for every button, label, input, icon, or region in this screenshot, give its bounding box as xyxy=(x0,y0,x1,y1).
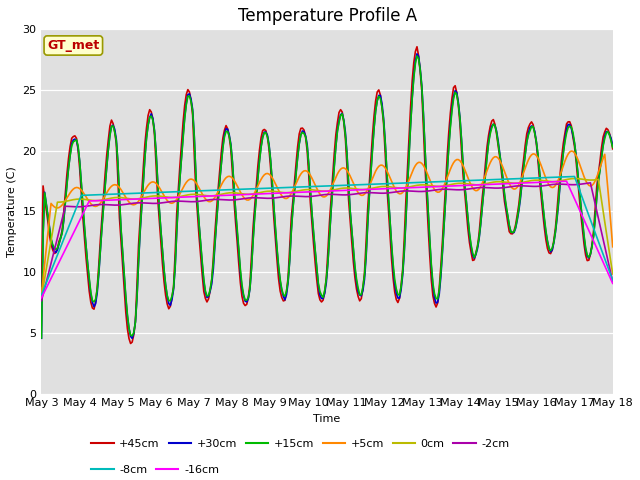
+15cm xyxy=(208,276,216,282)
-8cm xyxy=(571,174,579,180)
-16cm xyxy=(287,190,295,195)
-8cm xyxy=(38,292,45,298)
+45cm xyxy=(609,146,616,152)
0cm xyxy=(579,176,586,182)
+15cm xyxy=(38,335,45,341)
Line: +5cm: +5cm xyxy=(42,151,612,294)
+5cm xyxy=(108,183,115,189)
+15cm xyxy=(287,229,295,235)
+5cm xyxy=(208,198,216,204)
-8cm xyxy=(237,186,244,192)
+45cm xyxy=(238,293,246,299)
-2cm xyxy=(287,193,295,199)
+5cm xyxy=(287,191,295,196)
+5cm xyxy=(237,189,244,195)
-2cm xyxy=(208,197,216,203)
0cm xyxy=(237,191,244,196)
Legend: -8cm, -16cm: -8cm, -16cm xyxy=(87,460,223,479)
-2cm xyxy=(227,197,235,203)
+30cm xyxy=(108,123,115,129)
-8cm xyxy=(579,195,586,201)
-2cm xyxy=(577,181,585,187)
Line: +30cm: +30cm xyxy=(42,54,612,338)
+30cm xyxy=(38,336,45,341)
+15cm xyxy=(237,266,244,272)
+30cm xyxy=(129,336,136,341)
+5cm xyxy=(227,174,235,180)
Line: -16cm: -16cm xyxy=(42,181,612,298)
+30cm xyxy=(609,143,616,149)
+5cm xyxy=(38,291,45,297)
X-axis label: Time: Time xyxy=(314,414,340,424)
0cm xyxy=(38,294,45,300)
0cm xyxy=(571,176,579,181)
0cm xyxy=(287,190,295,195)
-2cm xyxy=(237,196,244,202)
Line: +45cm: +45cm xyxy=(42,47,612,344)
+30cm xyxy=(580,234,588,240)
-8cm xyxy=(287,184,295,190)
-16cm xyxy=(227,192,235,198)
+45cm xyxy=(38,283,45,289)
-8cm xyxy=(609,277,616,283)
+5cm xyxy=(568,148,575,154)
+15cm xyxy=(413,53,421,59)
+30cm xyxy=(238,285,246,290)
0cm xyxy=(108,195,115,201)
Line: 0cm: 0cm xyxy=(42,179,612,297)
+5cm xyxy=(579,169,586,175)
-16cm xyxy=(237,192,244,198)
-16cm xyxy=(579,214,586,219)
0cm xyxy=(208,193,216,199)
+30cm xyxy=(289,205,297,211)
+45cm xyxy=(289,198,297,204)
-16cm xyxy=(38,295,45,300)
+30cm xyxy=(209,266,217,272)
+45cm xyxy=(108,117,115,123)
-8cm xyxy=(227,187,235,192)
0cm xyxy=(227,190,235,196)
+45cm xyxy=(127,341,134,347)
-16cm xyxy=(208,193,216,199)
-2cm xyxy=(38,298,45,303)
+45cm xyxy=(209,255,217,261)
+30cm xyxy=(413,51,421,57)
Line: -2cm: -2cm xyxy=(42,183,612,300)
+15cm xyxy=(108,123,115,129)
-16cm xyxy=(563,179,570,184)
+45cm xyxy=(580,241,588,247)
Line: -8cm: -8cm xyxy=(42,177,612,295)
Line: +15cm: +15cm xyxy=(42,56,612,338)
-16cm xyxy=(108,197,115,203)
-8cm xyxy=(208,188,216,193)
-16cm xyxy=(609,280,616,286)
+30cm xyxy=(228,158,236,164)
-2cm xyxy=(587,180,595,186)
-2cm xyxy=(609,278,616,284)
+45cm xyxy=(228,169,236,175)
+5cm xyxy=(609,244,616,250)
Title: Temperature Profile A: Temperature Profile A xyxy=(237,7,417,25)
+15cm xyxy=(579,218,586,224)
+15cm xyxy=(609,144,616,150)
-2cm xyxy=(108,202,115,208)
Y-axis label: Temperature (C): Temperature (C) xyxy=(7,166,17,257)
Text: GT_met: GT_met xyxy=(47,39,99,52)
+45cm xyxy=(413,44,421,49)
-8cm xyxy=(108,192,115,197)
0cm xyxy=(609,271,616,277)
+15cm xyxy=(227,143,235,148)
